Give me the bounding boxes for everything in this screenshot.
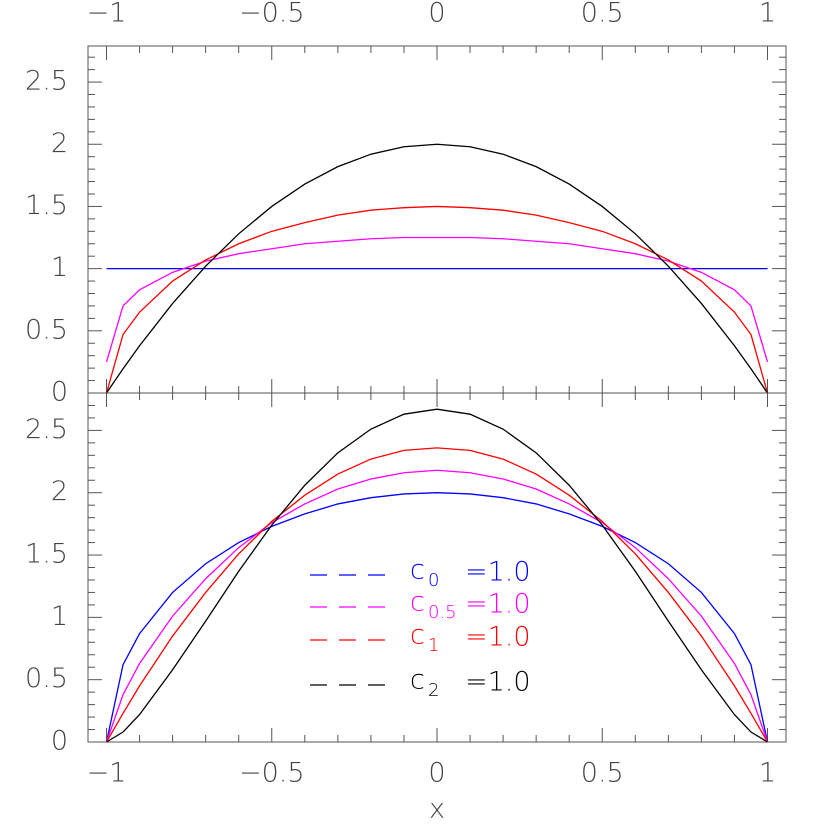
y-tick-label: 2.5: [25, 66, 68, 97]
legend-label: c: [410, 555, 425, 586]
legend-entry: c 0 =1.0: [310, 555, 531, 591]
y-tick-label: 1.5: [25, 539, 68, 570]
legend-subscript: 0: [428, 570, 439, 591]
curve: [105, 447, 769, 743]
legend-value: =1.0: [465, 557, 531, 588]
x-tick-label: −0.5: [239, 0, 305, 29]
legend-value: =1.0: [465, 622, 531, 653]
y-tick-label: 0.5: [25, 663, 68, 694]
y-tick-label: 0: [51, 726, 68, 757]
y-tick-label: 2: [51, 128, 68, 159]
y-tick-label: 1: [51, 601, 68, 632]
x-tick-label: 0: [428, 0, 445, 29]
legend-label: c: [410, 587, 425, 618]
plot-frame: [87, 45, 787, 394]
x-tick-label: −0.5: [239, 758, 305, 789]
legend-subscript: 1: [428, 635, 439, 656]
x-tick-label: 1: [759, 758, 776, 789]
curve: [105, 143, 769, 394]
legend-entry: c 1 =1.0: [310, 620, 531, 656]
legend-entry: c 2 =1.0: [310, 665, 531, 701]
y-tick-label: 0: [51, 377, 68, 408]
x-tick-label: 0: [428, 758, 445, 789]
curve: [105, 236, 769, 363]
y-tick-label: 1.5: [25, 190, 68, 221]
curve: [105, 492, 769, 743]
x-tick-label: 0.5: [581, 758, 624, 789]
y-tick-label: 2: [51, 476, 68, 507]
y-tick-label: 1: [51, 252, 68, 283]
x-axis-label: x: [429, 794, 445, 825]
legend-value: =1.0: [465, 667, 531, 698]
curve: [106, 408, 768, 743]
x-tick-label: −1: [87, 0, 127, 29]
y-tick-label: 0.5: [25, 314, 68, 345]
legend-subscript: 0.5: [428, 602, 457, 623]
legend-label: c: [410, 620, 425, 651]
legend-label: c: [410, 665, 425, 696]
curve: [105, 205, 769, 394]
x-tick-label: −1: [87, 758, 127, 789]
x-tick-label: 0.5: [581, 0, 624, 29]
legend-entry: c 0.5 =1.0: [310, 587, 531, 623]
curve: [105, 469, 769, 743]
x-tick-label: 1: [759, 0, 776, 29]
legend-value: =1.0: [465, 589, 531, 620]
y-tick-label: 2.5: [25, 414, 68, 445]
legend-subscript: 2: [428, 680, 439, 701]
